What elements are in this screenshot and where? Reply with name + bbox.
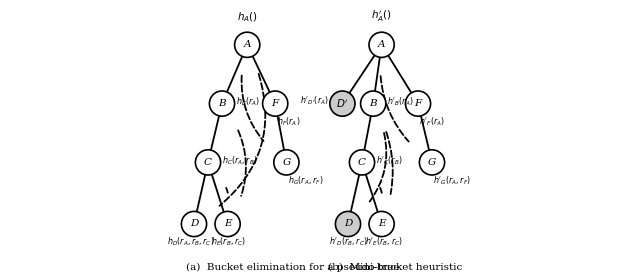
Text: $h'_C(r_B)$: $h'_C(r_B)$ [376, 155, 403, 167]
FancyArrowPatch shape [370, 133, 387, 202]
Circle shape [209, 91, 235, 116]
Text: (a)  Bucket elimination for a pseudo-tree: (a) Bucket elimination for a pseudo-tree [186, 262, 399, 272]
FancyArrowPatch shape [387, 132, 393, 194]
Circle shape [181, 211, 207, 237]
FancyArrowPatch shape [226, 188, 228, 193]
Text: G: G [428, 158, 436, 167]
Text: $h'_{D'}(r_A)$: $h'_{D'}(r_A)$ [300, 95, 328, 107]
Circle shape [335, 211, 360, 237]
FancyArrowPatch shape [381, 76, 409, 142]
Text: $h_D(r_A,r_B,r_C)$: $h_D(r_A,r_B,r_C)$ [168, 236, 215, 248]
Text: D: D [190, 220, 198, 228]
Circle shape [419, 150, 445, 175]
Text: A: A [378, 40, 385, 49]
Circle shape [369, 211, 394, 237]
Text: B: B [369, 99, 377, 108]
Text: D: D [344, 220, 352, 228]
Circle shape [405, 91, 431, 116]
Text: $h_F(r_A)$: $h_F(r_A)$ [276, 116, 300, 128]
Circle shape [349, 150, 374, 175]
FancyArrowPatch shape [238, 130, 246, 196]
Text: B: B [218, 99, 226, 108]
Text: $h_G(r_A,r_F)$: $h_G(r_A,r_F)$ [288, 174, 323, 187]
Text: E: E [224, 220, 232, 228]
Text: $h'_D(r_B,r_C)$: $h'_D(r_B,r_C)$ [329, 236, 367, 248]
Text: F: F [271, 99, 279, 108]
FancyArrowPatch shape [220, 74, 266, 206]
Text: F: F [414, 99, 422, 108]
Circle shape [215, 211, 240, 237]
Text: A: A [243, 40, 251, 49]
Circle shape [369, 32, 394, 57]
FancyArrowPatch shape [380, 188, 382, 193]
Text: $h_C(r_A,r_B)$: $h_C(r_A,r_B)$ [222, 155, 257, 167]
Circle shape [262, 91, 288, 116]
Text: $h'_B(r_A)$: $h'_B(r_A)$ [387, 96, 414, 108]
Text: $h'_F(r_A)$: $h'_F(r_A)$ [419, 116, 445, 128]
Text: $h_A()$: $h_A()$ [237, 10, 258, 24]
Circle shape [235, 32, 260, 57]
Circle shape [274, 150, 299, 175]
Text: $D'$: $D'$ [336, 97, 349, 110]
Text: C: C [358, 158, 366, 167]
Text: G: G [282, 158, 291, 167]
Text: $h'_G(r_A,r_F)$: $h'_G(r_A,r_F)$ [433, 174, 472, 187]
Text: (b)  Mini-bucket heuristic: (b) Mini-bucket heuristic [328, 263, 463, 272]
Circle shape [330, 91, 355, 116]
FancyArrowPatch shape [241, 76, 264, 141]
Circle shape [360, 91, 386, 116]
Circle shape [195, 150, 221, 175]
Text: E: E [378, 220, 385, 228]
Text: $h_E(r_B,r_C)$: $h_E(r_B,r_C)$ [211, 236, 246, 248]
Text: $h_B(r_A)$: $h_B(r_A)$ [236, 96, 260, 108]
Text: $h^{\prime}_A()$: $h^{\prime}_A()$ [371, 8, 392, 24]
Text: C: C [204, 158, 212, 167]
Text: $h'_E(r_B,r_C)$: $h'_E(r_B,r_C)$ [365, 236, 403, 248]
